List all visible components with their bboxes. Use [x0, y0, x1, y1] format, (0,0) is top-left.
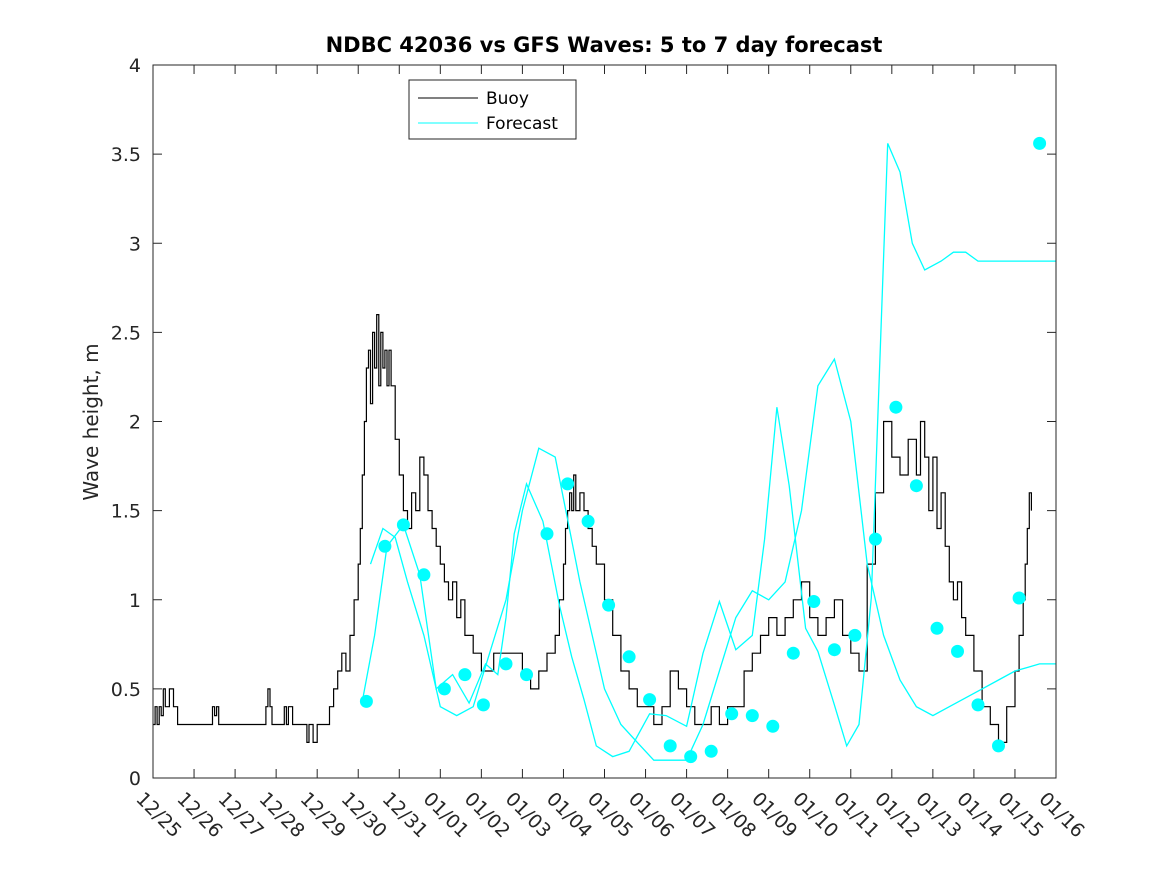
- x-tick-label: 12/29: [296, 788, 350, 842]
- forecast-marker: [848, 628, 862, 642]
- y-tick-label: 1.5: [111, 501, 141, 523]
- forecast-marker: [378, 539, 392, 553]
- forecast-marker: [437, 682, 451, 696]
- y-axis: 0 0.5 1 1.5 2 2.5 3 3.5 4: [111, 55, 1056, 790]
- forecast-marker: [417, 568, 431, 582]
- x-tick-label: 01/14: [952, 788, 1006, 842]
- forecast-marker: [359, 694, 373, 708]
- x-tick-label: 12/30: [337, 788, 391, 842]
- forecast-marker: [643, 693, 657, 707]
- forecast-marker: [827, 643, 841, 657]
- forecast-marker: [396, 518, 410, 532]
- x-tick-label: 01/16: [1034, 788, 1088, 842]
- x-tick-label: 01/01: [419, 788, 473, 842]
- forecast-marker: [786, 646, 800, 660]
- x-tick-label: 01/07: [665, 788, 719, 842]
- x-tick-label: 01/15: [993, 788, 1047, 842]
- forecast-marker: [930, 621, 944, 635]
- y-tick-label: 1: [129, 590, 141, 612]
- forecast-marker: [971, 698, 985, 712]
- chart-title: NDBC 42036 vs GFS Waves: 5 to 7 day fore…: [326, 33, 883, 57]
- forecast-marker: [458, 668, 472, 682]
- forecast-marker: [704, 744, 718, 758]
- forecast-marker: [520, 668, 533, 682]
- x-tick-label: 12/25: [131, 788, 185, 842]
- y-tick-label: 3.5: [111, 144, 141, 166]
- forecast-marker: [581, 514, 595, 528]
- buoy-series-line: [153, 314, 1032, 743]
- y-tick-label: 2: [129, 412, 141, 434]
- forecast-marker: [725, 707, 739, 721]
- forecast-series-line-2: [369, 357, 1056, 761]
- forecast-marker: [889, 400, 903, 414]
- forecast-marker: [951, 644, 964, 658]
- x-tick-label: 01/12: [870, 788, 924, 842]
- x-tick-label: 12/28: [255, 788, 309, 842]
- x-tick-label: 01/11: [829, 788, 883, 842]
- y-tick-label: 4: [129, 55, 141, 77]
- forecast-marker: [992, 739, 1005, 753]
- forecast-marker: [499, 657, 513, 671]
- x-axis: 12/2512/2612/2712/2812/2912/3012/3101/01…: [131, 65, 1089, 842]
- x-tick-label: 01/04: [542, 788, 596, 842]
- x-tick-label: 01/02: [460, 788, 514, 842]
- x-tick-label: 01/03: [501, 788, 555, 842]
- forecast-marker: [909, 479, 923, 493]
- x-tick-label: 01/05: [583, 788, 637, 842]
- forecast-marker: [1033, 136, 1047, 150]
- y-axis-label: Wave height, m: [79, 343, 103, 500]
- forecast-marker: [602, 598, 616, 612]
- forecast-marker: [807, 595, 821, 608]
- forecast-marker: [1012, 591, 1026, 605]
- forecast-marker: [476, 698, 490, 712]
- x-tick-label: 01/10: [788, 788, 842, 842]
- legend-forecast-label: Forecast: [486, 114, 558, 134]
- legend: Buoy Forecast: [408, 79, 577, 140]
- legend-buoy-label: Buoy: [486, 89, 529, 109]
- y-tick-label: 2.5: [111, 322, 141, 344]
- forecast-marker: [868, 532, 882, 546]
- y-tick-label: 0.5: [111, 679, 141, 701]
- y-tick-label: 3: [129, 233, 141, 255]
- plot-area: [152, 64, 1057, 779]
- series-group: [153, 136, 1056, 764]
- x-tick-label: 12/26: [172, 788, 226, 842]
- x-tick-label: 01/09: [747, 788, 801, 842]
- forecast-marker: [684, 750, 698, 764]
- forecast-marker: [622, 650, 636, 664]
- forecast-marker: [745, 709, 759, 723]
- forecast-marker: [663, 739, 677, 753]
- x-tick-label: 12/27: [214, 788, 268, 842]
- legend-box: [408, 79, 577, 140]
- y-tick-label: 0: [129, 768, 141, 790]
- forecast-series-line-1: [361, 143, 1056, 758]
- forecast-marker: [561, 477, 575, 491]
- x-tick-label: 01/06: [624, 788, 678, 842]
- x-tick-label: 01/08: [706, 788, 760, 842]
- forecast-marker: [766, 719, 780, 733]
- x-tick-label: 12/31: [378, 788, 432, 842]
- x-tick-label: 01/13: [911, 788, 965, 842]
- forecast-marker: [540, 527, 554, 541]
